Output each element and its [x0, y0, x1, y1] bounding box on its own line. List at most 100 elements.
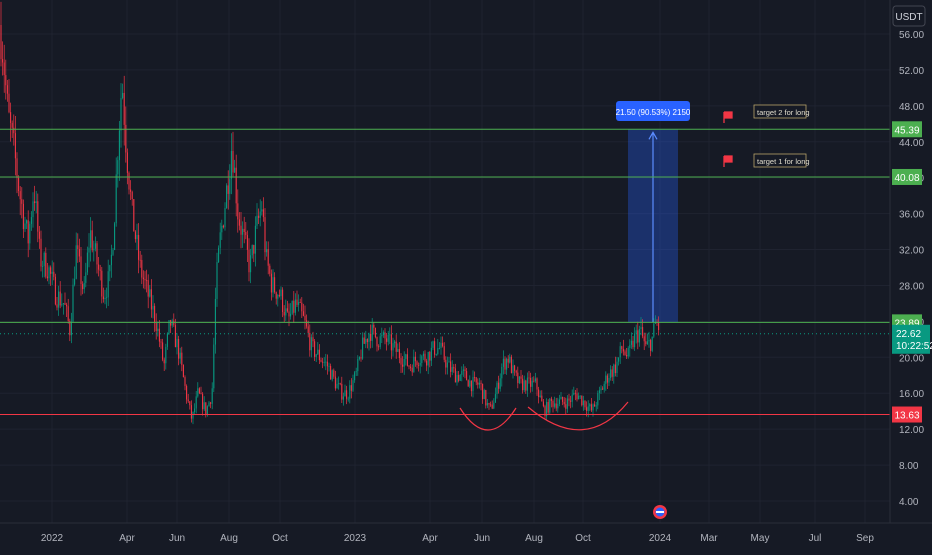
candle-body	[310, 337, 312, 351]
candle-body	[312, 337, 314, 342]
candle-body	[307, 326, 309, 333]
y-tick-label: 16.00	[899, 389, 924, 400]
candle-body	[440, 342, 442, 349]
candle-body	[56, 304, 58, 308]
candle-body	[560, 396, 562, 400]
candle-body	[326, 361, 328, 367]
flag-icon	[723, 155, 733, 167]
candle-body	[474, 377, 476, 378]
pattern-arc-left	[459, 407, 517, 431]
candle-body	[77, 245, 79, 250]
candle-body	[320, 360, 322, 362]
event-icon-bar	[656, 511, 664, 513]
candle-body	[61, 303, 63, 306]
candle-body	[645, 341, 647, 345]
candle-body	[603, 383, 605, 390]
candle-body	[142, 277, 144, 280]
candle-body	[346, 390, 348, 399]
candle-body	[646, 341, 648, 345]
candle-body	[51, 271, 53, 274]
candle-body	[186, 385, 188, 400]
candle-body	[422, 353, 424, 357]
candle-body	[122, 92, 124, 99]
candle-body	[602, 388, 604, 390]
candle-body	[216, 262, 218, 299]
last-price-tag[interactable]	[892, 324, 930, 354]
candle-body	[485, 390, 487, 406]
annotation-box	[753, 104, 807, 119]
candle-body	[493, 402, 495, 409]
candle-body	[581, 395, 583, 406]
candle-body	[509, 356, 511, 363]
candle-body	[10, 112, 12, 123]
level-tag[interactable]	[892, 168, 922, 185]
candle-body	[306, 320, 308, 327]
candle-body	[286, 308, 288, 312]
candle-body	[354, 372, 356, 381]
candle-body	[339, 383, 341, 385]
candle-body	[654, 322, 656, 324]
candle-body	[45, 252, 47, 277]
candle-body	[259, 211, 261, 218]
last-price-text: 22.62	[896, 329, 921, 340]
candle-body	[258, 215, 260, 218]
candle-body	[325, 361, 327, 363]
candle-body	[438, 348, 440, 349]
candle-body	[240, 225, 242, 235]
candle-body	[18, 177, 20, 192]
candle-body	[251, 245, 253, 256]
candle-body	[96, 243, 98, 265]
level-tag[interactable]	[892, 121, 922, 138]
candle-body	[416, 361, 418, 365]
candle-body	[629, 344, 631, 349]
level-tag[interactable]	[892, 406, 922, 423]
candle-body	[131, 191, 133, 200]
candle-body	[467, 380, 469, 387]
candle-body	[445, 359, 447, 368]
candle-body	[389, 334, 391, 336]
candle-body	[461, 370, 463, 375]
candle-body	[397, 349, 399, 352]
candle-body	[160, 341, 162, 343]
candle-body	[109, 265, 111, 272]
candle-body	[510, 356, 512, 374]
candle-body	[144, 279, 146, 281]
candle-body	[344, 390, 346, 397]
candle-body	[206, 406, 208, 415]
currency-label: USDT	[895, 12, 922, 23]
candle-body	[48, 267, 50, 279]
candle-body	[544, 406, 546, 417]
candle-body	[34, 201, 36, 204]
candle-body	[282, 289, 284, 313]
candle-body	[155, 323, 157, 331]
candle-body	[394, 341, 396, 344]
candle-body	[518, 376, 520, 384]
candle-body	[237, 203, 239, 220]
candle-body	[242, 228, 244, 235]
currency-badge[interactable]	[892, 5, 926, 27]
candle-body	[600, 388, 602, 391]
candle-body	[451, 367, 453, 372]
candle-body	[293, 300, 295, 313]
candle-body	[514, 365, 516, 371]
candle-body	[536, 378, 538, 390]
candle-body	[565, 404, 567, 409]
candle-body	[360, 357, 362, 359]
level-value: 45.39	[894, 125, 919, 136]
candle-body	[478, 382, 480, 385]
candle-body	[370, 333, 372, 341]
candle-body	[315, 354, 317, 357]
candle-body	[554, 403, 556, 407]
candle-body	[80, 256, 82, 285]
candle-body	[525, 380, 527, 391]
y-tick-label: 48.00	[899, 102, 924, 113]
candle-body	[120, 98, 122, 131]
candle-body	[254, 225, 256, 254]
x-tick-label: Aug	[525, 533, 543, 544]
candle-body	[571, 394, 573, 402]
candle-body	[411, 367, 413, 373]
candle-body	[488, 403, 490, 405]
candle-body	[8, 93, 10, 113]
